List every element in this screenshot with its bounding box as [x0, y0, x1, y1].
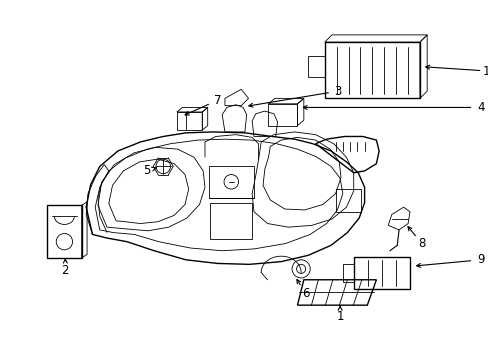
Text: 1: 1: [336, 310, 343, 323]
Text: 6: 6: [301, 287, 309, 300]
Text: 8: 8: [417, 237, 425, 250]
Text: 5: 5: [143, 165, 150, 177]
Text: 7: 7: [213, 94, 221, 107]
Text: 10: 10: [481, 65, 488, 78]
Text: 3: 3: [334, 85, 341, 98]
Text: 2: 2: [61, 264, 69, 277]
Text: 4: 4: [476, 101, 484, 114]
Text: 9: 9: [476, 253, 484, 266]
